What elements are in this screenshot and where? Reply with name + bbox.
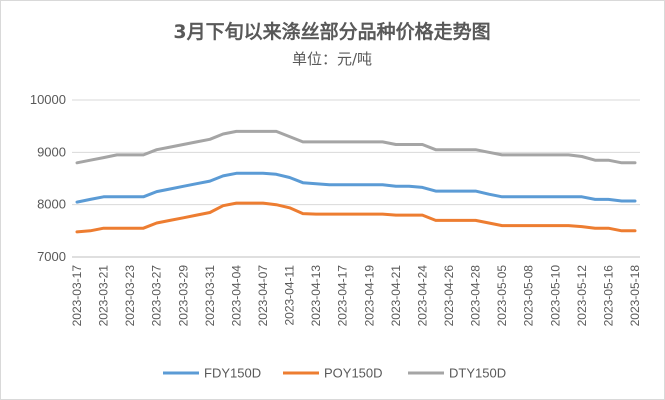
legend-label: DTY150D <box>449 366 506 381</box>
x-tick-label: 2023-04-17 <box>336 265 350 327</box>
x-tick-label: 2023-05-16 <box>601 265 615 327</box>
y-axis-ticks: 7000 8000 9000 10000 <box>30 92 66 264</box>
x-tick-label: 2023-03-17 <box>70 265 84 327</box>
x-tick-label: 2023-05-08 <box>522 265 536 327</box>
series-line-dty150d <box>75 129 637 165</box>
x-tick-label: 2023-05-12 <box>575 265 589 327</box>
chart-subtitle: 单位：元/吨 <box>292 50 372 68</box>
x-tick-label: 2023-05-05 <box>495 265 509 327</box>
series-line-fdy150d <box>75 171 637 204</box>
x-tick-label: 2023-04-26 <box>442 265 456 327</box>
y-tick-label: 10000 <box>30 92 66 107</box>
x-tick-label: 2023-03-29 <box>176 265 190 327</box>
series-line-poy150d <box>75 201 637 234</box>
x-tick-label: 2023-05-10 <box>548 265 562 327</box>
x-tick-label: 2023-03-27 <box>150 265 164 327</box>
x-tick-label: 2023-04-04 <box>229 265 243 327</box>
y-tick-label: 9000 <box>37 144 66 159</box>
chart-title: 3月下旬以来涤丝部分品种价格走势图 <box>173 20 490 43</box>
legend-label: FDY150D <box>204 366 261 381</box>
x-tick-label: 2023-04-19 <box>362 265 376 327</box>
y-tick-label: 8000 <box>37 197 66 212</box>
series-lines <box>75 129 637 234</box>
x-axis-ticks: 2023-03-17 2023-03-21 2023-03-23 2023-03-27… <box>70 265 642 327</box>
x-tick-label: 2023-03-21 <box>97 265 111 327</box>
legend: FDY150D POY150D DTY150D <box>163 366 506 381</box>
x-tick-label: 2023-04-13 <box>309 265 323 327</box>
x-tick-label: 2023-04-07 <box>256 265 270 327</box>
x-tick-label: 2023-04-21 <box>389 265 403 327</box>
x-tick-label: 2023-04-28 <box>469 265 483 327</box>
x-tick-label: 2023-05-18 <box>628 265 642 327</box>
x-tick-label: 2023-04-24 <box>415 265 429 327</box>
x-tick-label: 2023-03-23 <box>123 265 137 327</box>
legend-label: POY150D <box>324 366 383 381</box>
x-tick-label: 2023-04-11 <box>283 265 297 326</box>
y-tick-label: 7000 <box>37 249 66 264</box>
x-tick-label: 2023-03-31 <box>203 265 217 327</box>
